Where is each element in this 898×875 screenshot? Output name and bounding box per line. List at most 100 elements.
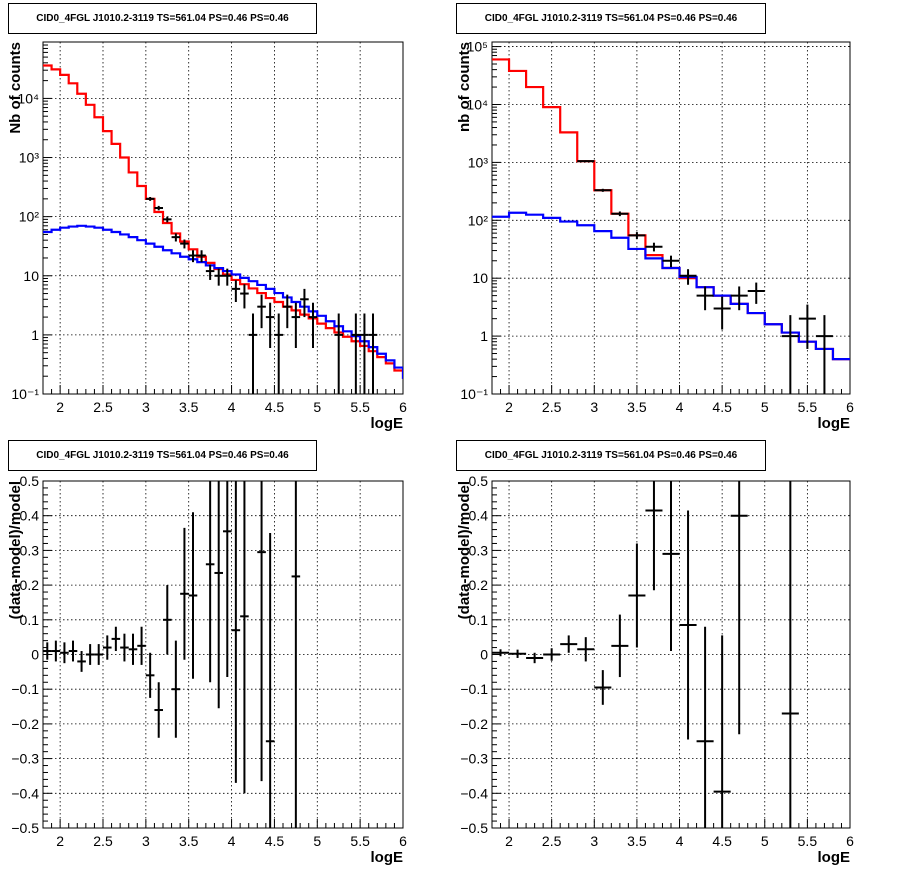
x-tick-label: 2.5 — [93, 399, 113, 415]
data-point — [214, 481, 223, 709]
x-tick-label: 3 — [142, 399, 150, 415]
data-point — [611, 614, 629, 678]
x-tick-label: 3.5 — [179, 399, 199, 415]
data-point — [68, 640, 78, 662]
y-tick-label: 0.5 — [469, 473, 489, 489]
y-tick-label: 10 — [472, 270, 488, 286]
x-tick-label: 6 — [846, 833, 854, 849]
x-tick-label: 4 — [228, 833, 236, 849]
x-tick-label: 5 — [313, 833, 321, 849]
data-point — [781, 481, 799, 828]
data-point — [180, 239, 189, 249]
x-tick-label: 2 — [56, 833, 64, 849]
data-point — [526, 652, 544, 664]
y-tick-label: 10⁵ — [467, 39, 488, 55]
data-point — [231, 280, 241, 302]
data-point — [111, 626, 121, 652]
chart-svg: 2 2.5 3 3.5 4 4.5 5 5.5 6 −0.5 −0.4 −0.3 −0.2 −0.1 0 0.… — [456, 473, 854, 866]
series-line — [43, 224, 403, 379]
x-axis-title: logE — [371, 415, 404, 432]
y-tick-label: 10³ — [19, 150, 40, 166]
chart-title: CID0_4FGL J1010.2-3119 TS=561.04 PS=0.46… — [456, 440, 766, 471]
data-point — [205, 481, 215, 683]
data-point — [145, 196, 155, 201]
y-tick-label: 10⁴ — [466, 96, 488, 112]
data-point — [308, 302, 318, 348]
data-point — [223, 481, 232, 678]
data-point — [154, 205, 163, 211]
y-tick-label: 0.2 — [469, 577, 489, 593]
data-point — [645, 242, 663, 252]
x-tick-label: 3 — [142, 833, 150, 849]
data-point — [188, 512, 198, 679]
y-tick-label: 0.4 — [469, 508, 489, 524]
x-tick-label: 6 — [399, 833, 407, 849]
x-tick-label: 3 — [590, 833, 598, 849]
data-point — [51, 640, 61, 662]
data-point — [120, 633, 129, 662]
x-tick-label: 4.5 — [265, 833, 285, 849]
data-point — [283, 294, 292, 329]
data-point — [85, 644, 95, 665]
x-tick-label: 5.5 — [350, 833, 370, 849]
data-point — [274, 313, 283, 394]
data-point — [205, 264, 215, 280]
data-point — [300, 288, 309, 318]
data-point — [60, 642, 69, 664]
data-point — [611, 211, 629, 217]
panel-bottom-right: CID0_4FGL J1010.2-3119 TS=561.04 PS=0.46… — [449, 437, 898, 875]
chart-title: CID0_4FGL J1010.2-3119 TS=561.04 PS=0.46… — [8, 3, 317, 34]
x-tick-label: 5 — [313, 399, 321, 415]
plot-area — [492, 481, 799, 828]
x-tick-label: 2.5 — [93, 833, 113, 849]
data-point — [679, 510, 697, 740]
data-point — [163, 216, 172, 223]
data-point — [257, 481, 266, 782]
data-point — [360, 313, 369, 394]
x-tick-label: 2 — [56, 399, 64, 415]
x-tick-label: 5 — [761, 833, 769, 849]
y-tick-label: −0.2 — [11, 716, 39, 732]
x-tick-label: 2 — [505, 833, 513, 849]
x-tick-label: 5.5 — [798, 833, 818, 849]
data-point — [368, 313, 378, 394]
x-tick-label: 3.5 — [179, 833, 199, 849]
data-point — [492, 649, 510, 657]
data-point — [214, 268, 223, 286]
data-point — [197, 250, 206, 263]
data-point — [137, 626, 146, 665]
data-point — [560, 635, 578, 653]
y-tick-label: −0.3 — [11, 751, 39, 767]
panel-top-right: CID0_4FGL J1010.2-3119 TS=561.04 PS=0.46… — [449, 0, 898, 437]
y-tick-label: 10 — [23, 268, 39, 284]
y-tick-label: 10² — [468, 212, 489, 228]
data-point — [248, 313, 258, 394]
x-tick-label: 2 — [505, 399, 513, 415]
x-tick-label: 4 — [228, 399, 236, 415]
data-point — [594, 188, 612, 192]
chart-svg: 2 2.5 3 3.5 4 4.5 5 5.5 6 10⁻¹ 1 10 10² 10³ 10⁴ logE Nb … — [7, 41, 407, 432]
chart-svg: 2 2.5 3 3.5 4 4.5 5 5.5 6 −0.5 −0.4 −0.3 −0.2 −0.1 0 0.… — [7, 473, 407, 866]
data-point — [43, 642, 52, 660]
series-line — [492, 211, 850, 361]
data-point — [265, 302, 275, 348]
y-axis-title: (data-model)/model — [7, 481, 24, 619]
x-tick-label: 2.5 — [542, 833, 562, 849]
y-tick-label: −0.4 — [460, 785, 488, 801]
data-point — [645, 481, 663, 591]
x-tick-label: 4.5 — [265, 399, 285, 415]
chart-title: CID0_4FGL J1010.2-3119 TS=561.04 PS=0.46… — [8, 440, 317, 471]
data-point — [594, 670, 612, 705]
y-tick-label: 0.3 — [469, 542, 489, 558]
y-tick-label: 0.1 — [20, 612, 40, 628]
y-tick-label: 0 — [31, 647, 39, 663]
data-point — [577, 637, 595, 662]
data-point — [747, 282, 765, 304]
data-point — [128, 633, 138, 665]
x-tick-label: 5 — [761, 399, 769, 415]
y-tick-label: −0.2 — [460, 716, 488, 732]
y-tick-label: 10⁻¹ — [11, 386, 39, 402]
data-point — [713, 635, 731, 828]
data-point — [265, 533, 275, 828]
data-point — [145, 652, 155, 698]
